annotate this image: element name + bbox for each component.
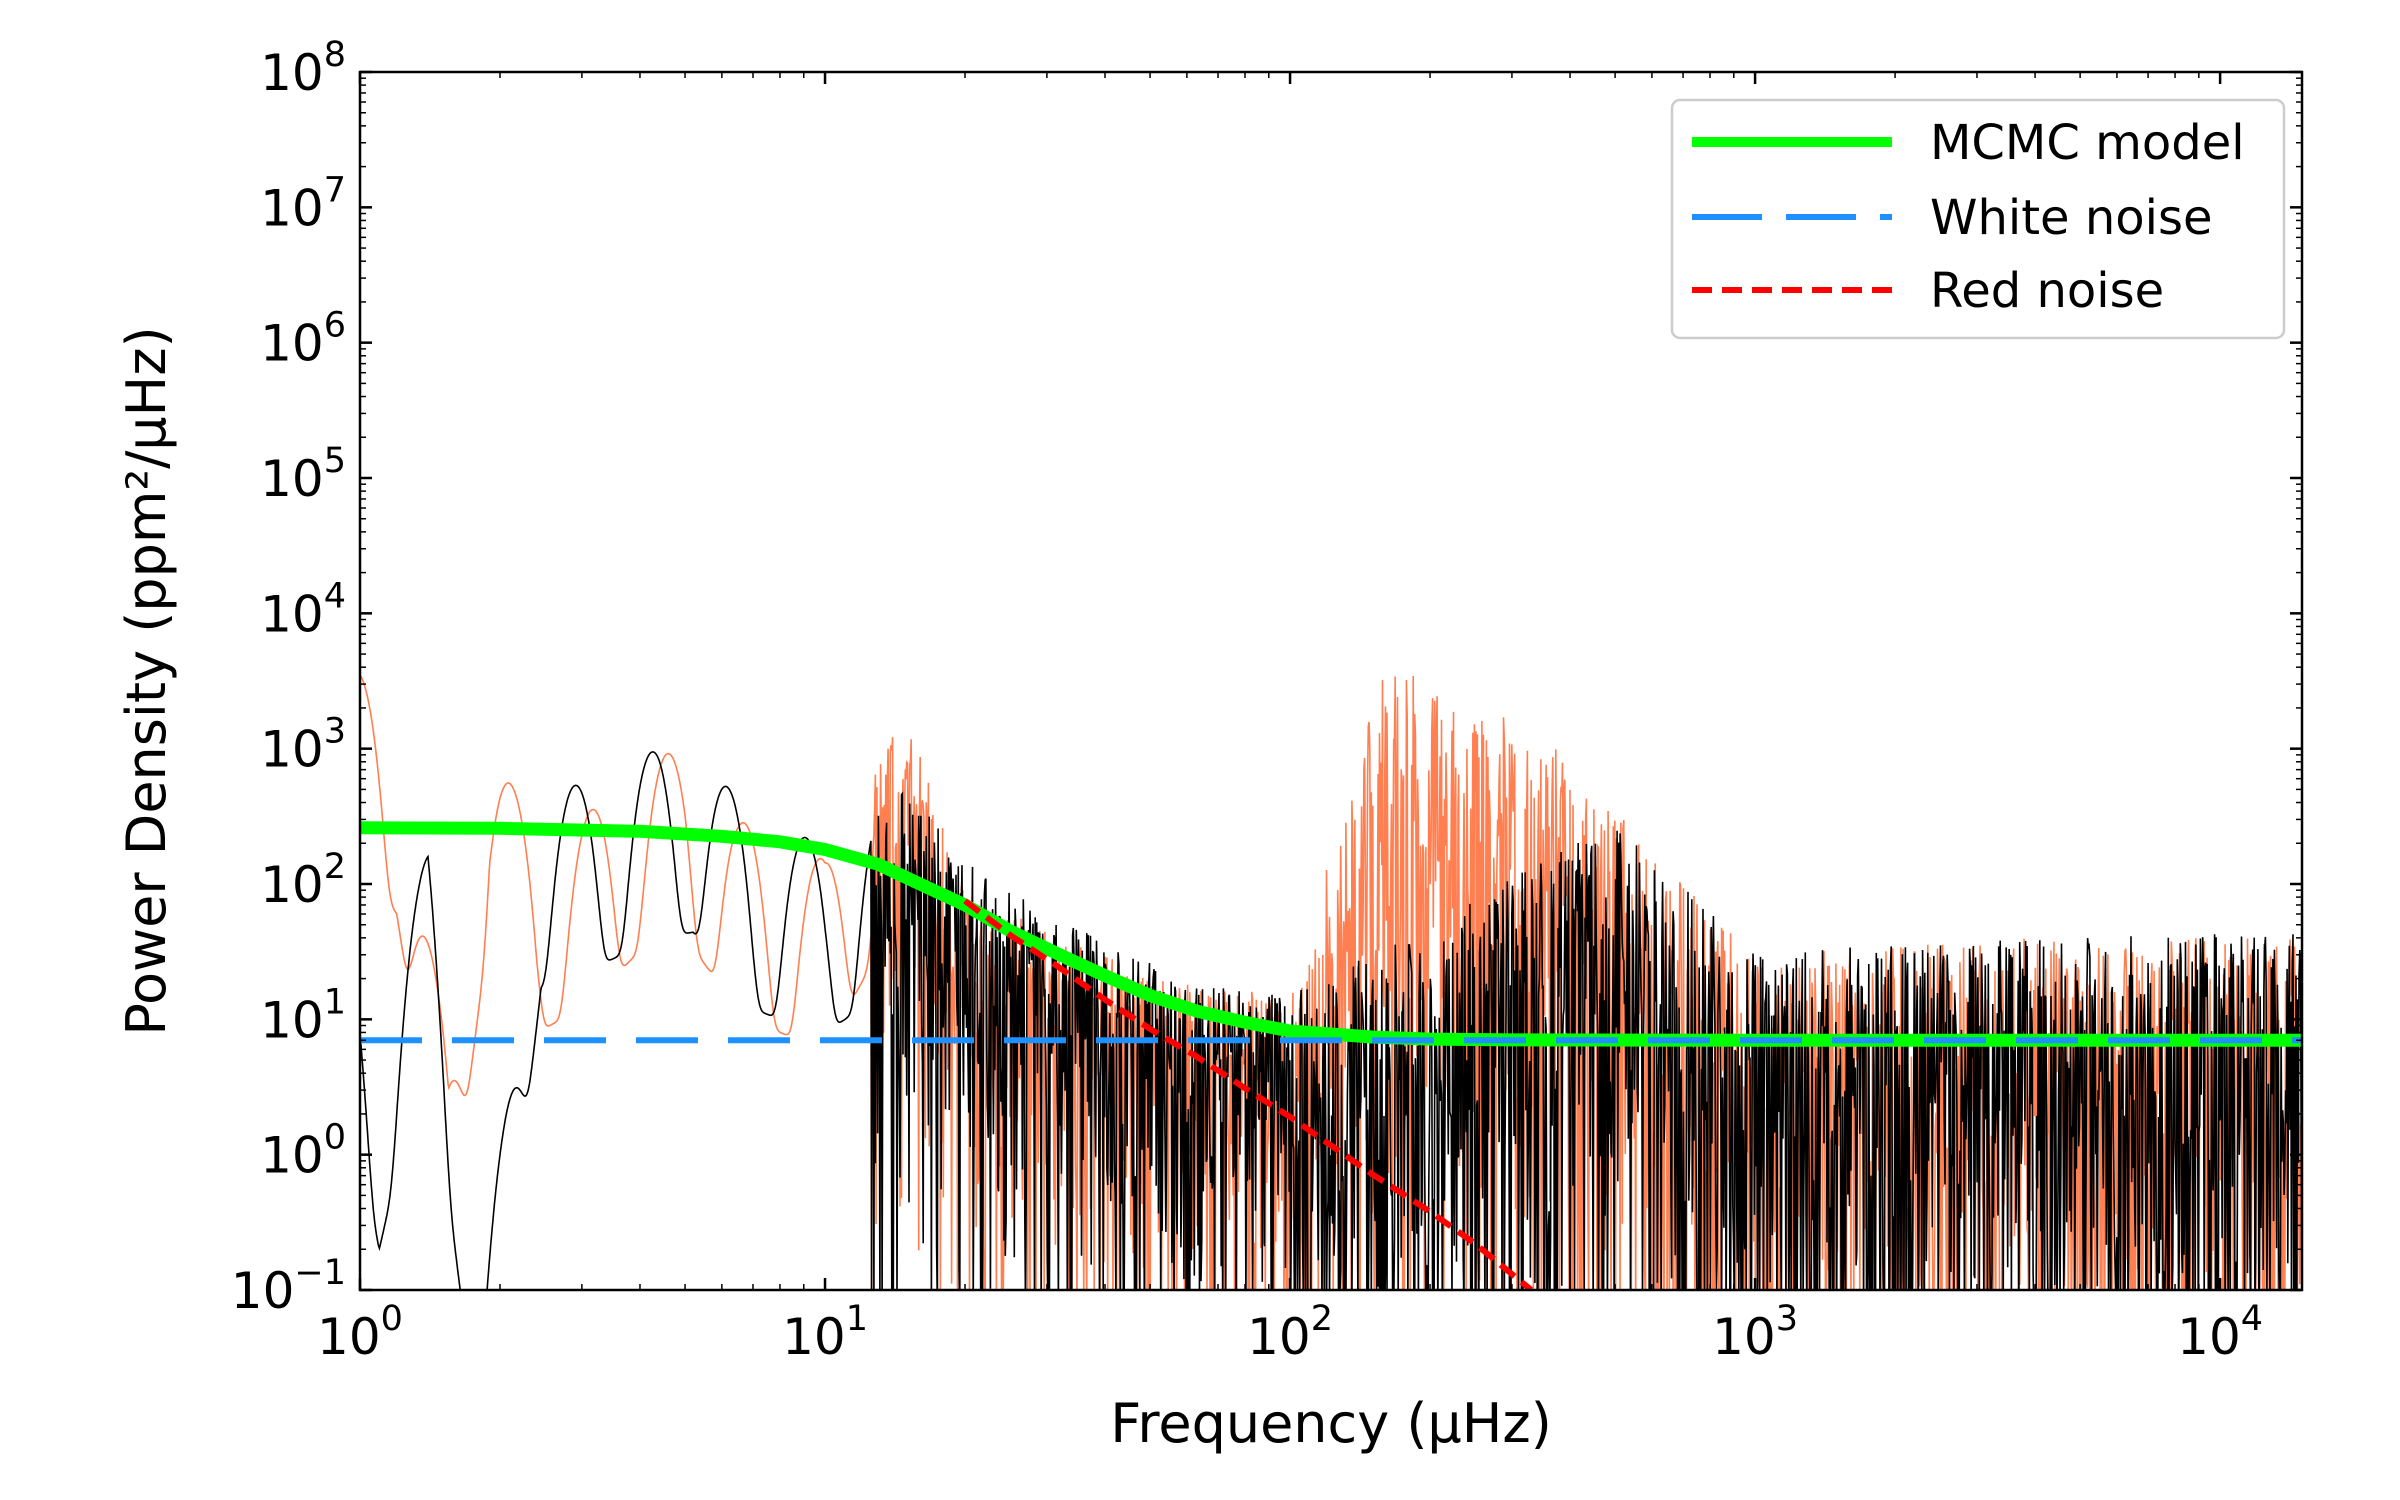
legend-label-red-noise: Red noise (1930, 263, 2164, 319)
y-tick-label: 105 (260, 441, 346, 508)
legend-frame (1670, 98, 2286, 340)
x-tick-label: 100 (317, 1299, 403, 1366)
series-power-spectrum (360, 751, 2302, 1290)
y-tick-label: 107 (260, 170, 346, 237)
y-tick-label: 10−1 (231, 1253, 346, 1320)
tick-layer: 100 101 102 103 10410−1100101102103104105106… (231, 35, 2302, 1366)
y-axis-label: Power Density (ppm²/μHz) (115, 326, 178, 1035)
y-tick-label: 103 (260, 712, 346, 779)
y-tick-label: 108 (260, 35, 346, 102)
x-tick-label: 102 (1247, 1299, 1333, 1366)
x-tick-label: 101 (782, 1299, 868, 1366)
plot-frame (358, 70, 2304, 1292)
y-tick-label: 104 (260, 576, 346, 643)
y-tick-label: 100 (260, 1118, 346, 1185)
x-axis-label: Frequency (μHz) (1110, 1392, 1552, 1455)
series-layer (360, 674, 2302, 1290)
y-tick-label: 102 (260, 847, 346, 914)
legend-label-mcmc: MCMC model (1930, 115, 2245, 171)
legend: MCMC model White noise Red noise (1670, 98, 2286, 340)
y-tick-label: 106 (260, 306, 346, 373)
y-tick-label: 101 (260, 982, 346, 1049)
x-tick-label: 104 (2177, 1299, 2263, 1366)
series-red-noise (963, 898, 1534, 1290)
x-tick-label: 103 (1712, 1299, 1798, 1366)
legend-label-white-noise: White noise (1930, 190, 2213, 246)
